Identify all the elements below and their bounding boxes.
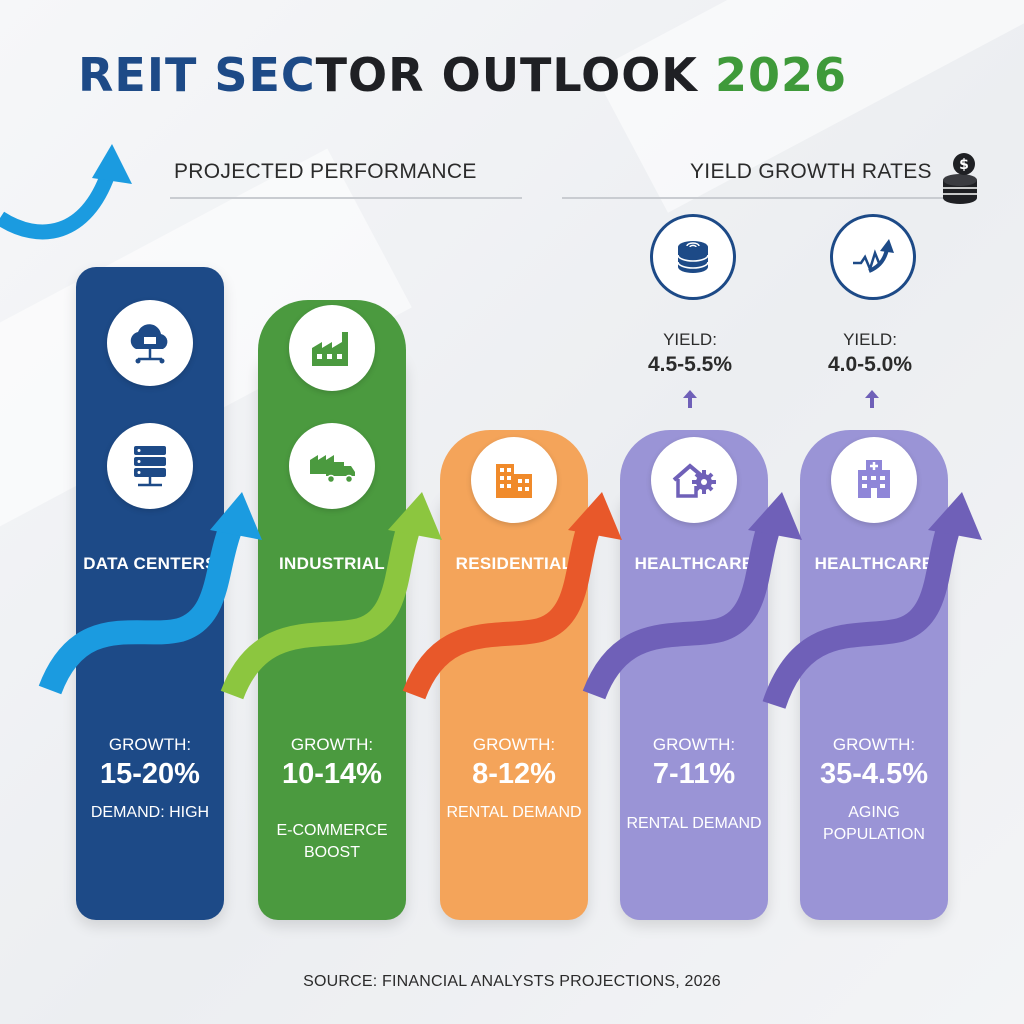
page-title: REIT SECTOR OUTLOOK 2026: [78, 48, 847, 102]
growth-value-healthcare-1: 7-11%: [652, 758, 736, 790]
coin-stack-dollar-icon: $: [943, 153, 977, 204]
house-gear-icon: [651, 437, 737, 523]
sector-name-industrial: INDUSTRIAL: [279, 554, 385, 573]
growth-label: GROWTH:: [832, 735, 916, 754]
yield-label-healthcare-1: YIELD:: [663, 330, 717, 349]
growth-swoosh-arrow-icon: [0, 144, 132, 240]
server-rack-icon: [107, 423, 193, 509]
title-part-year: 2026: [714, 48, 847, 102]
sector-note-industrial: E-COMMERCE BOOST: [276, 822, 388, 861]
yield-label-healthcare-2: YIELD:: [843, 330, 897, 349]
cloud-network-icon: [107, 300, 193, 386]
sector-name-healthcare-2: HEALTHCARE: [814, 554, 934, 573]
growth-label: GROWTH:: [652, 735, 736, 754]
hospital-icon: [831, 437, 917, 523]
yield-value-healthcare-2: 4.0-5.0%: [827, 353, 913, 376]
growth-value-data-centers: 15-20%: [100, 758, 200, 790]
sector-name-residential: RESIDENTIAL: [455, 554, 573, 573]
growth-value-industrial: 10-14%: [282, 758, 382, 790]
up-arrow-icon: [865, 390, 879, 408]
coin-stack-icon: [650, 214, 736, 300]
title-part-tor-outlook: TOR OUTLOOK: [315, 48, 715, 102]
delivery-truck-icon: [289, 423, 375, 509]
apartment-buildings-icon: [471, 437, 557, 523]
source-note: SOURCE: FINANCIAL ANALYSTS PROJECTIONS, …: [303, 973, 721, 990]
divider-left: [170, 197, 522, 199]
yield-value-healthcare-1: 4.5-5.5%: [647, 353, 733, 376]
sector-name-data-centers: DATA CENTERS: [83, 554, 217, 573]
growth-label: GROWTH:: [108, 735, 192, 754]
growth-label: GROWTH:: [290, 735, 374, 754]
growth-label: GROWTH:: [472, 735, 556, 754]
title-part-reit-sec: REIT SEC: [78, 48, 316, 102]
factory-icon: [289, 305, 375, 391]
up-arrow-icon: [683, 390, 697, 408]
divider-right: [562, 197, 976, 199]
growth-value-healthcare-2: 35-4.5%: [819, 758, 928, 790]
sector-note-residential: RENTAL DEMAND: [446, 804, 582, 821]
sector-note-healthcare-1: RENTAL DEMAND: [626, 815, 762, 832]
heading-yield-growth-rates: YIELD GROWTH RATES: [690, 160, 932, 183]
svg-text:$: $: [959, 157, 969, 173]
heading-projected-performance: PROJECTED PERFORMANCE: [174, 160, 477, 183]
sector-note-data-centers: DEMAND: HIGH: [90, 804, 210, 821]
sector-note-healthcare-2: AGING POPULATION: [823, 804, 925, 843]
growth-value-residential: 8-12%: [472, 758, 556, 790]
sector-name-healthcare-1: HEALTHCARE: [634, 554, 754, 573]
trend-arrow-icon: [830, 214, 916, 300]
